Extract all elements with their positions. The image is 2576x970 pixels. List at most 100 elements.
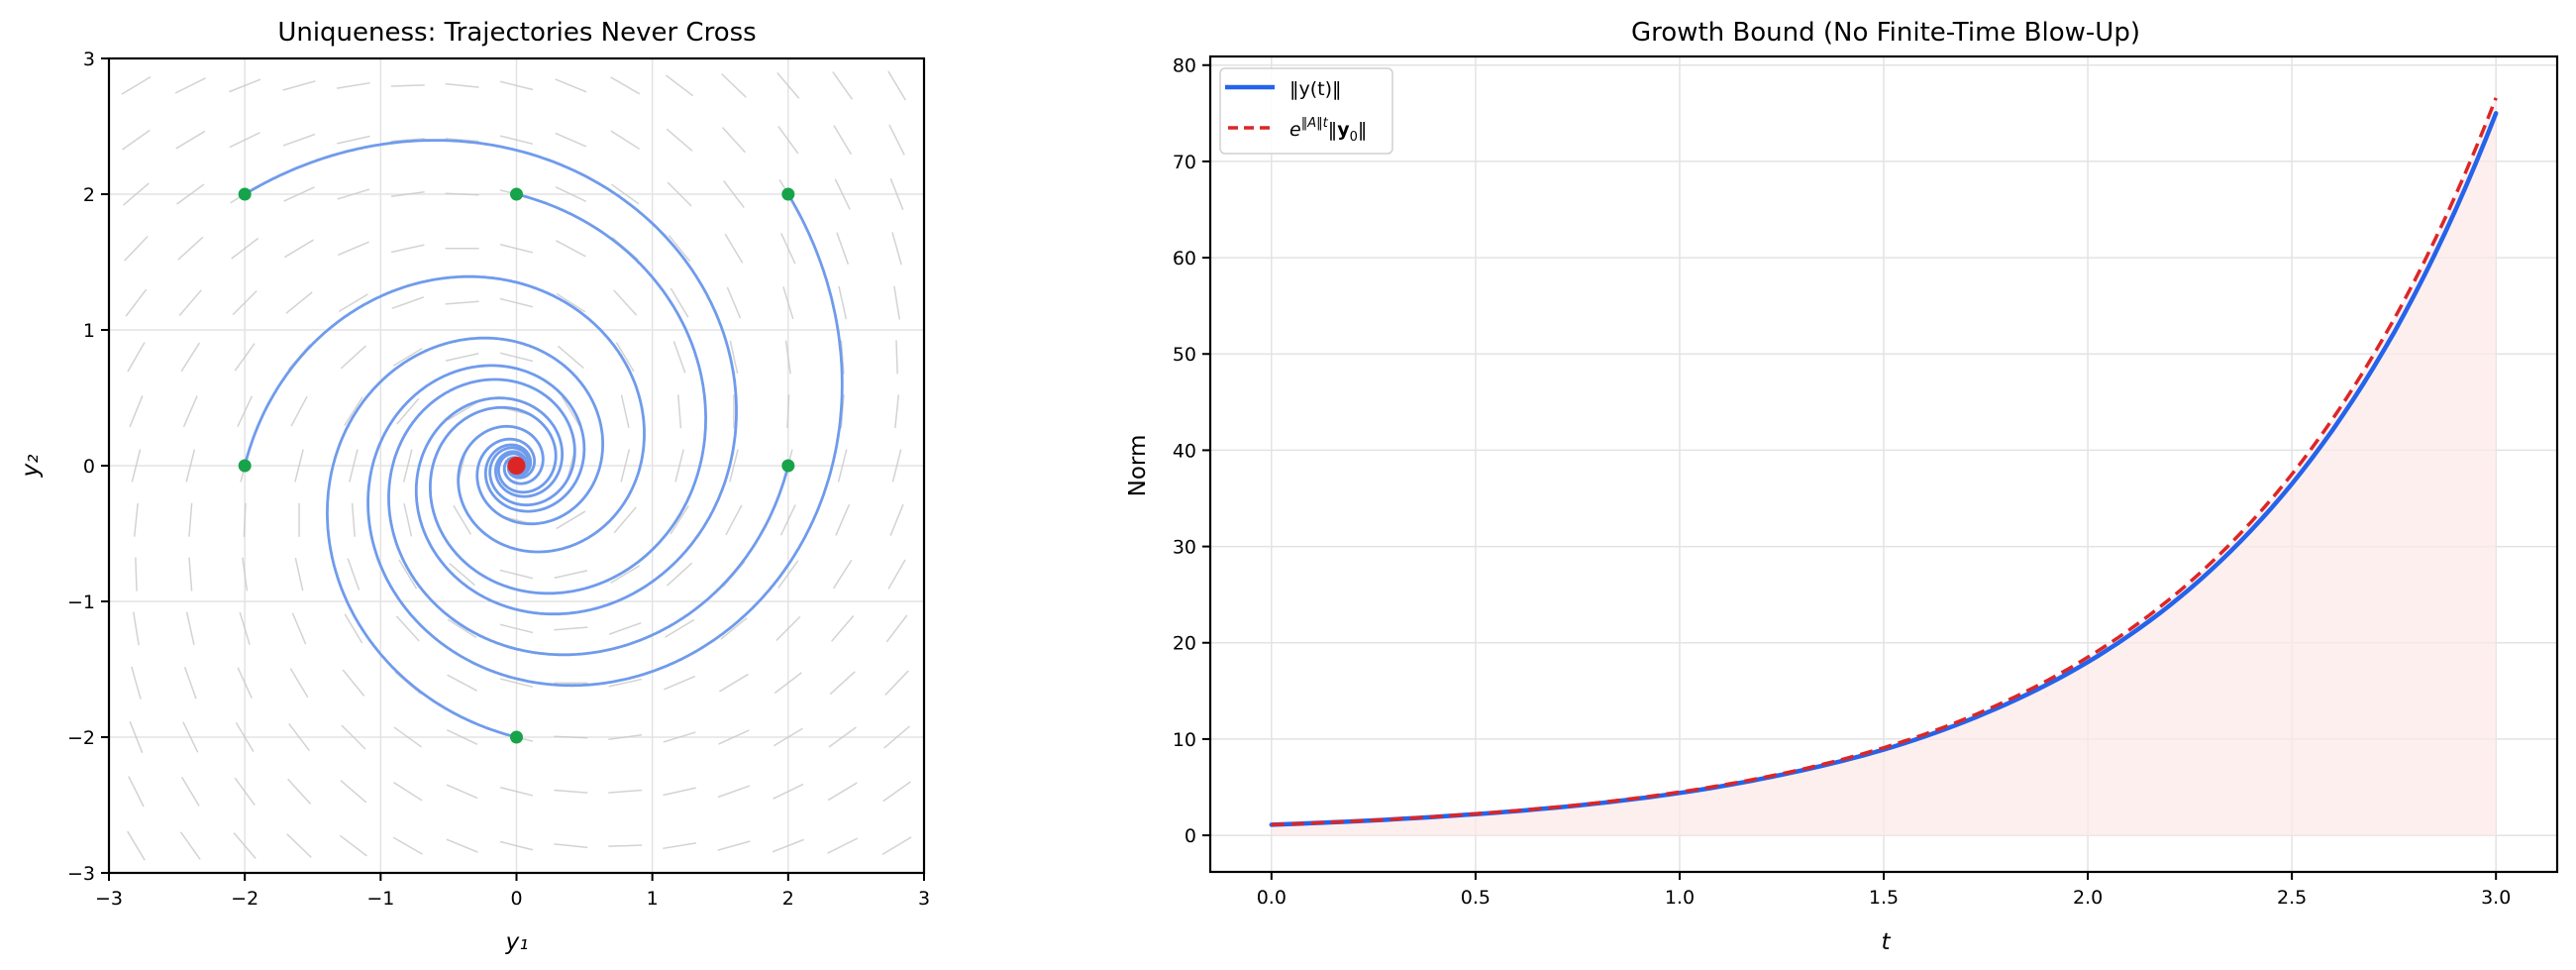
field-segment: [561, 396, 580, 427]
field-segment: [719, 673, 749, 693]
field-segment: [620, 394, 630, 428]
field-segment: [449, 562, 476, 587]
initial-point-marker: [238, 187, 252, 201]
phase-ticks: −3 −2 −1 0 1 2 3 −3 −2 −1 0 1 2 3: [67, 49, 930, 910]
field-segment: [336, 81, 370, 89]
field-segment: [729, 449, 739, 483]
initial-point-marker: [781, 459, 795, 473]
field-segment: [391, 244, 425, 254]
field-segment: [556, 292, 586, 313]
field-segment: [288, 723, 310, 751]
field-segment: [390, 190, 425, 198]
field-segment: [718, 729, 750, 745]
field-segment: [615, 342, 635, 373]
y-tick-label: −1: [67, 592, 95, 613]
field-segment: [127, 830, 146, 861]
field-segment: [396, 397, 420, 425]
field-segment: [176, 183, 205, 205]
initial-point-marker: [781, 187, 795, 201]
trajectory-curve: [243, 274, 646, 554]
field-segment: [608, 844, 643, 847]
field-segment: [239, 611, 251, 645]
x-tick-label: 2: [782, 888, 794, 910]
field-segment: [392, 348, 423, 367]
field-segment: [235, 722, 255, 752]
field-segment: [827, 837, 859, 854]
field-segment: [175, 130, 206, 150]
field-segment: [447, 401, 477, 421]
field-segment: [884, 670, 909, 696]
field-segment: [393, 726, 422, 748]
field-segment: [231, 237, 259, 260]
field-segment: [499, 623, 534, 634]
field-segment: [888, 124, 905, 156]
field-segment: [840, 394, 845, 429]
field-segment: [608, 678, 642, 688]
field-segment: [554, 789, 588, 794]
field-segment: [180, 342, 201, 373]
field-segment: [499, 297, 534, 308]
growth-bound-panel: Growth Bound (No Finite-Time Blow-Up) 0.…: [1125, 18, 2559, 955]
x-tick-label: 2.0: [2073, 887, 2103, 909]
field-segment: [390, 138, 425, 143]
field-segment: [610, 130, 640, 150]
field-segment: [717, 840, 751, 851]
field-segment: [881, 836, 912, 855]
y-tick-label: 60: [1173, 248, 1196, 269]
x-tick-label: 1.5: [1869, 887, 1899, 909]
phase-xlabel: y₁: [505, 929, 529, 955]
field-segment: [663, 787, 696, 797]
field-segment: [284, 239, 314, 259]
trajectory-curve: [366, 193, 844, 688]
field-segment: [667, 562, 693, 587]
field-segment: [725, 504, 743, 536]
field-segment: [832, 71, 854, 100]
field-segment: [390, 84, 425, 87]
field-segment: [291, 612, 307, 645]
field-segment: [340, 345, 366, 370]
legend-box: [1219, 67, 1393, 155]
trajectories: [243, 139, 844, 739]
x-tick-label: 0.0: [1257, 887, 1287, 909]
initial-point-marker: [510, 730, 523, 744]
field-segment: [776, 71, 800, 99]
field-segment: [286, 833, 312, 858]
field-segment: [499, 678, 534, 689]
field-segment: [499, 352, 534, 363]
field-segment: [229, 78, 261, 93]
y-tick-label: −3: [67, 863, 95, 885]
field-segment: [337, 188, 370, 200]
field-segment: [344, 613, 363, 644]
field-segment: [786, 394, 790, 429]
field-segment: [840, 340, 845, 375]
field-segment: [337, 241, 369, 257]
initial-point-marker: [510, 187, 523, 201]
field-segment: [827, 782, 858, 802]
field-segment: [294, 557, 304, 592]
field-segment: [833, 125, 853, 156]
field-segment: [555, 186, 587, 202]
phase-portrait-title: Uniqueness: Trajectories Never Cross: [277, 18, 756, 48]
field-segment: [131, 666, 142, 700]
field-segment: [777, 126, 799, 155]
field-segment: [782, 286, 794, 320]
x-tick-label: 1.0: [1665, 887, 1695, 909]
x-tick-label: 0: [510, 888, 522, 910]
field-segment: [124, 236, 149, 262]
field-segment: [720, 617, 748, 640]
growth-ylabel: Norm: [1125, 435, 1151, 497]
field-segment: [555, 78, 587, 93]
equilibrium-point: [507, 457, 526, 475]
field-segment: [729, 340, 739, 375]
field-segment: [338, 293, 368, 312]
x-tick-label: −1: [366, 888, 394, 910]
field-segment: [391, 296, 425, 310]
field-segment: [349, 449, 359, 483]
field-segment: [555, 132, 587, 148]
field-segment: [294, 449, 304, 483]
growth-xlabel: t: [1881, 929, 1891, 955]
y-tick-label: 50: [1173, 344, 1196, 366]
field-segment: [347, 558, 361, 591]
field-segment: [337, 135, 370, 145]
